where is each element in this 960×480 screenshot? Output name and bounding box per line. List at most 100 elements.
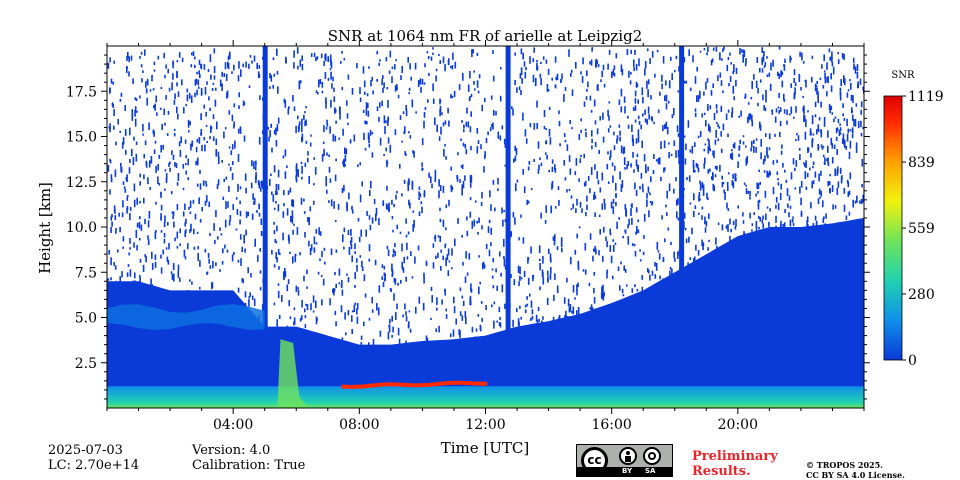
noise-speck <box>650 95 652 100</box>
noise-speck <box>324 72 327 79</box>
noise-speck <box>354 251 356 254</box>
noise-speck <box>521 78 523 84</box>
noise-speck <box>555 76 557 81</box>
noise-speck <box>576 289 578 296</box>
noise-speck <box>631 134 634 143</box>
noise-speck <box>313 247 316 253</box>
noise-speck <box>164 215 166 223</box>
noise-speck <box>435 328 437 333</box>
noise-speck <box>173 132 176 137</box>
noise-speck <box>442 219 445 228</box>
noise-speck <box>586 195 588 202</box>
noise-speck <box>709 126 711 133</box>
noise-speck <box>341 50 343 54</box>
noise-speck <box>147 177 149 185</box>
by-attribution-icon <box>619 447 637 465</box>
noise-speck <box>258 212 261 217</box>
noise-speck <box>857 83 859 89</box>
noise-speck <box>594 245 596 253</box>
noise-speck <box>343 227 346 233</box>
noise-speck <box>178 52 181 58</box>
noise-speck <box>463 124 465 129</box>
noise-speck <box>195 160 197 166</box>
noise-speck <box>330 199 333 207</box>
noise-speck <box>830 137 833 145</box>
noise-speck <box>817 96 819 104</box>
noise-speck <box>172 154 175 160</box>
noise-speck <box>140 224 143 231</box>
noise-speck <box>553 236 555 241</box>
noise-speck <box>476 220 478 224</box>
noise-speck <box>369 129 372 136</box>
noise-speck <box>237 259 240 263</box>
noise-speck <box>835 136 838 141</box>
noise-speck <box>816 88 818 95</box>
noise-speck <box>342 160 344 165</box>
noise-speck <box>146 97 148 106</box>
noise-speck <box>670 153 673 157</box>
noise-speck <box>688 236 690 243</box>
noise-speck <box>627 224 629 229</box>
noise-speck <box>804 163 806 167</box>
noise-speck <box>329 178 332 183</box>
noise-speck <box>626 164 628 170</box>
noise-speck <box>602 284 604 292</box>
noise-speck <box>167 68 169 74</box>
noise-speck <box>628 70 630 78</box>
noise-speck <box>364 293 367 298</box>
noise-speck <box>363 80 366 88</box>
noise-speck <box>540 162 543 167</box>
noise-speck <box>430 56 433 61</box>
noise-speck <box>251 295 254 300</box>
cc-license-badge[interactable]: cc BY SA <box>576 444 673 477</box>
noise-speck <box>251 60 253 64</box>
noise-speck <box>172 215 174 220</box>
noise-speck <box>818 188 821 195</box>
noise-speck <box>437 252 439 258</box>
noise-speck <box>783 64 786 71</box>
noise-speck <box>427 99 429 103</box>
noise-speck <box>155 165 157 173</box>
noise-speck <box>551 159 554 164</box>
noise-speck <box>244 248 246 253</box>
noise-speck <box>156 112 158 116</box>
noise-speck <box>258 65 261 69</box>
noise-speck <box>837 59 840 65</box>
noise-speck <box>622 294 625 297</box>
noise-speck <box>284 271 287 278</box>
noise-speck <box>659 275 661 280</box>
noise-speck <box>769 83 772 91</box>
noise-speck <box>438 136 441 141</box>
noise-speck <box>734 226 737 230</box>
noise-speck <box>244 173 247 181</box>
noise-speck <box>491 268 494 271</box>
noise-speck <box>591 138 593 144</box>
noise-speck <box>304 162 307 167</box>
noise-speck <box>743 50 746 58</box>
noise-speck <box>189 200 192 208</box>
noise-speck <box>197 158 199 165</box>
noise-speck <box>830 85 833 92</box>
noise-speck <box>720 105 723 113</box>
noise-speck <box>826 158 828 162</box>
noise-speck <box>122 181 125 185</box>
noise-speck <box>283 271 285 280</box>
noise-speck <box>170 191 173 195</box>
noise-speck <box>192 199 195 204</box>
noise-speck <box>829 56 831 61</box>
noise-speck <box>830 105 833 110</box>
noise-speck <box>128 56 130 63</box>
noise-speck <box>387 331 390 340</box>
copyright-note: © TROPOS 2025. CC BY SA 4.0 License. <box>806 460 905 480</box>
noise-speck <box>852 57 855 63</box>
noise-speck <box>764 190 767 198</box>
noise-speck <box>789 219 792 227</box>
noise-speck <box>699 198 701 201</box>
noise-speck <box>161 123 163 130</box>
noise-speck <box>745 188 748 194</box>
noise-speck <box>469 197 472 201</box>
noise-speck <box>138 222 141 229</box>
noise-speck <box>107 164 110 172</box>
noise-speck <box>663 140 666 149</box>
noise-speck <box>382 202 384 205</box>
